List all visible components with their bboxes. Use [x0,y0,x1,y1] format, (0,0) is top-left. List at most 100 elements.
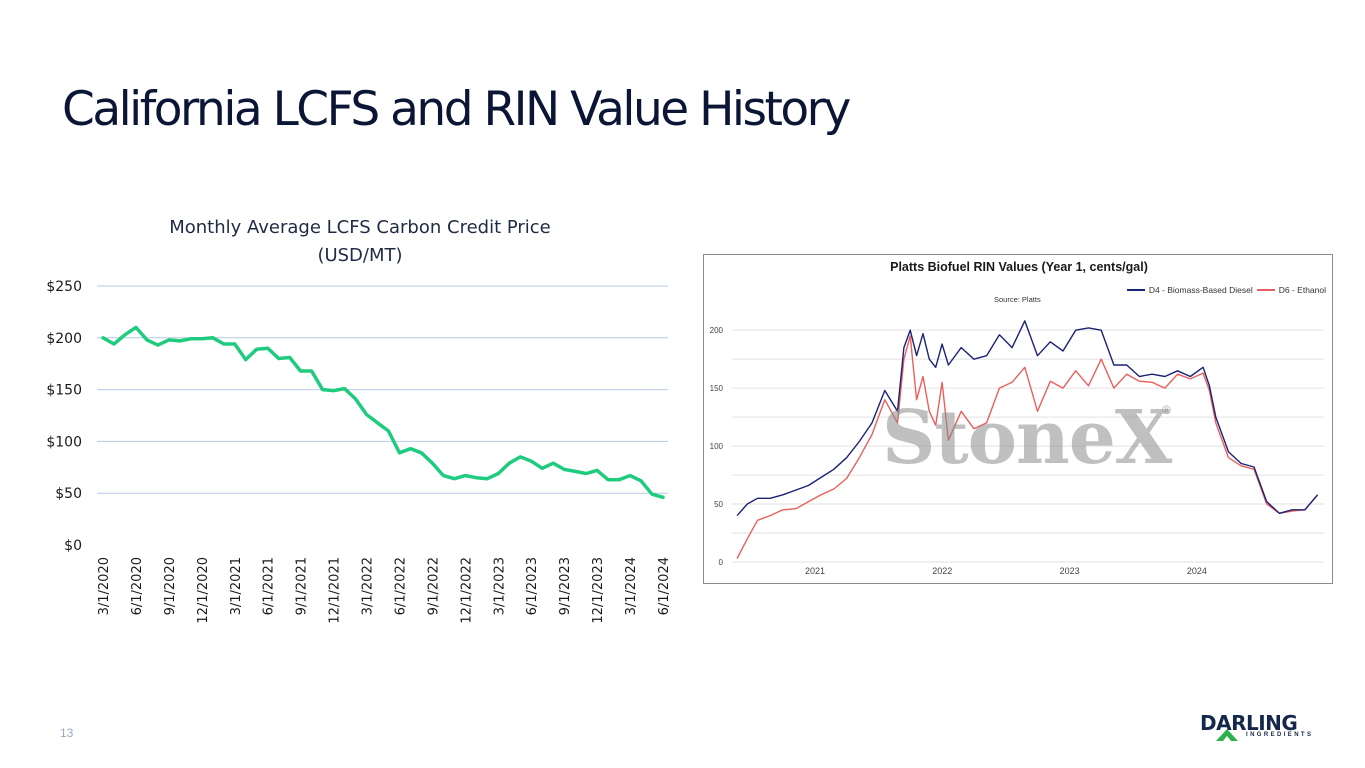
lcfs-y-tick-label: $200 [46,331,82,347]
lcfs-data-point [288,356,291,359]
lcfs-data-point [156,343,160,347]
lcfs-data-point [475,476,478,479]
lcfs-x-tick-label: 12/1/2020 [196,557,211,624]
darling-ingredients-logo: DARLING INGREDIENTS [1198,711,1314,743]
lcfs-x-tick-label: 3/1/2023 [492,557,507,615]
lcfs-data-point [497,472,500,475]
legend-swatch-d6 [1256,289,1275,291]
lcfs-data-point [551,461,555,465]
lcfs-data-point [332,389,335,392]
lcfs-data-point [617,478,621,481]
lcfs-x-tick-label: 3/1/2020 [97,557,112,615]
rin-y-tick-label: 150 [710,384,724,393]
lcfs-data-point [343,387,346,390]
lcfs-x-tick-label: 9/1/2022 [426,557,441,615]
lcfs-x-tick-label: 6/1/2024 [657,557,672,615]
lcfs-data-point [573,470,577,473]
legend-label-d4: D4 - Biomass-Based Diesel [1148,285,1253,295]
rin-chart-panel: 0 50 100 150 200 2021 2022 2023 2024 StoneX ® Pl… [703,254,1333,584]
lcfs-data-point [650,493,654,496]
logo-subtitle: INGREDIENTS [1246,732,1314,738]
lcfs-data-point [266,346,269,350]
lcfs-x-tick-label: 6/1/2021 [262,557,277,615]
rin-chart-legend: D4 - Biomass-Based Diesel D6 - Ethanol [1126,285,1326,295]
lcfs-data-point [244,358,247,361]
lcfs-data-point [101,336,105,339]
lcfs-data-point [189,337,193,341]
lcfs-data-point [420,451,423,454]
lcfs-data-point [562,468,566,471]
lcfs-x-tick-label: 12/1/2021 [328,557,343,624]
lcfs-data-point [134,326,138,329]
lcfs-data-point [442,474,445,477]
lcfs-data-point [541,467,544,470]
rin-d4-line [736,320,1319,517]
lcfs-x-tick-label: 12/1/2023 [591,557,606,624]
lcfs-data-point [310,369,313,373]
page-number: 13 [60,726,74,740]
lcfs-x-tick-label: 9/1/2021 [295,557,310,615]
lcfs-data-point [277,357,280,360]
lcfs-data-point [453,477,456,480]
lcfs-y-tick-label: $150 [46,383,82,399]
lcfs-price-chart: $0 $50 $100 $150 $200 $250 3/1/2020 6/1/2020 9/1… [46,279,672,624]
lcfs-data-point [639,479,643,482]
lcfs-y-tick-label: $50 [55,486,82,502]
lcfs-chart-title-line-2: (USD/MT) [317,245,403,266]
rin-chart-source: Source: Platts [994,295,1041,304]
lcfs-data-point [123,333,127,336]
lcfs-data-point [595,469,599,472]
lcfs-data-point [530,459,533,463]
lcfs-data-point [398,451,401,454]
lcfs-x-tick-label: 6/1/2023 [525,557,540,615]
lcfs-data-point [486,477,489,480]
lcfs-data-point [178,339,182,343]
rin-d6-line [736,335,1319,559]
slide-title: California LCFS and RIN Value History [62,82,851,137]
lcfs-data-point [376,421,379,424]
rin-y-tick-label: 100 [710,442,724,451]
legend-swatch-d4 [1126,289,1145,291]
logo-triangle-icon [1216,729,1238,741]
lcfs-x-tick-label: 12/1/2022 [459,557,474,624]
lcfs-data-point [112,342,116,346]
lcfs-data-point [255,347,258,351]
lcfs-data-point [299,369,302,373]
lcfs-data-point [233,342,236,346]
rin-y-tick-label: 50 [714,500,723,509]
lcfs-price-line [101,325,665,500]
stonex-watermark: StoneX [882,395,1172,481]
lcfs-data-point [354,397,357,401]
lcfs-data-point [409,447,412,450]
lcfs-data-point [321,388,324,391]
lcfs-data-point [464,474,467,477]
lcfs-data-point [584,472,588,475]
rin-x-tick-label: 2023 [1060,566,1080,576]
stonex-registered-mark: ® [1162,403,1171,417]
lcfs-y-tick-label: $250 [46,279,82,295]
rin-values-chart: 0 50 100 150 200 2021 2022 2023 2024 [710,320,1324,576]
legend-label-d6: D6 - Ethanol [1278,285,1326,295]
lcfs-x-tick-label: 9/1/2020 [163,557,178,615]
lcfs-data-point [222,342,225,346]
lcfs-data-point [606,478,610,481]
lcfs-x-tick-label: 6/1/2020 [130,557,145,615]
lcfs-x-tick-label: 9/1/2023 [558,557,573,615]
lcfs-data-point [365,413,368,416]
lcfs-y-tick-label: $0 [64,538,82,554]
lcfs-data-point [387,429,390,433]
lcfs-y-tick-label: $100 [46,434,82,450]
rin-y-tick-label: 0 [719,558,724,567]
lcfs-x-tick-label: 6/1/2022 [393,557,408,615]
rin-x-tick-label: 2024 [1187,566,1207,576]
lcfs-data-point [508,461,511,465]
lcfs-x-tick-label: 3/1/2022 [361,557,376,615]
rin-y-tick-label: 200 [710,326,724,335]
logo-wordmark: DARLING [1200,711,1298,735]
lcfs-data-point [211,336,215,339]
lcfs-data-point [628,474,632,477]
lcfs-data-point [431,461,434,465]
lcfs-data-point [661,496,665,499]
rin-x-tick-label: 2021 [805,566,825,576]
lcfs-x-tick-label: 3/1/2024 [624,557,639,615]
